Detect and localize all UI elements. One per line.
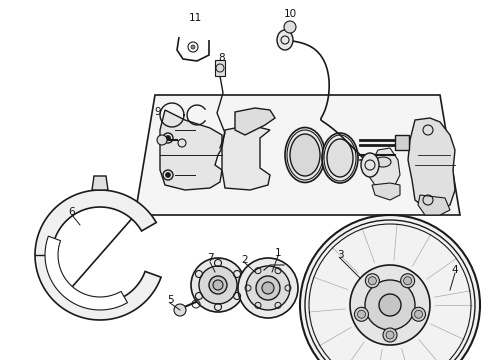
Circle shape (415, 310, 422, 318)
Ellipse shape (322, 133, 358, 183)
Ellipse shape (213, 280, 223, 290)
Ellipse shape (379, 294, 401, 316)
Text: 6: 6 (69, 207, 75, 217)
Circle shape (401, 274, 415, 288)
Circle shape (174, 304, 186, 316)
Text: 2: 2 (242, 255, 248, 265)
Text: 10: 10 (283, 9, 296, 19)
Circle shape (166, 135, 171, 140)
Polygon shape (368, 148, 400, 190)
Circle shape (157, 135, 167, 145)
Circle shape (191, 45, 195, 49)
Ellipse shape (365, 280, 415, 330)
Polygon shape (135, 95, 460, 215)
Text: 3: 3 (337, 250, 343, 260)
Circle shape (166, 172, 171, 177)
Ellipse shape (209, 276, 227, 294)
Polygon shape (45, 236, 127, 310)
Text: 9: 9 (155, 107, 161, 117)
Polygon shape (235, 108, 275, 135)
Ellipse shape (350, 265, 430, 345)
Circle shape (354, 307, 368, 321)
Polygon shape (408, 118, 455, 210)
Text: 8: 8 (219, 53, 225, 63)
Circle shape (386, 331, 394, 339)
Ellipse shape (238, 258, 298, 318)
Circle shape (358, 310, 366, 318)
Text: 1: 1 (275, 248, 281, 258)
Ellipse shape (300, 215, 480, 360)
Circle shape (383, 328, 397, 342)
Text: 4: 4 (452, 265, 458, 275)
Ellipse shape (256, 276, 280, 300)
Ellipse shape (277, 30, 293, 50)
Polygon shape (35, 190, 161, 320)
Ellipse shape (361, 153, 379, 177)
Bar (215, 60, 225, 76)
Text: 7: 7 (207, 253, 213, 263)
Bar (395, 135, 409, 150)
Ellipse shape (262, 282, 274, 294)
Polygon shape (92, 176, 108, 190)
Ellipse shape (375, 157, 391, 167)
Text: 11: 11 (188, 13, 201, 23)
Ellipse shape (246, 266, 290, 310)
Polygon shape (160, 110, 222, 190)
Ellipse shape (199, 266, 237, 304)
Text: 5: 5 (167, 295, 173, 305)
Polygon shape (372, 183, 400, 200)
Circle shape (404, 277, 412, 285)
Circle shape (412, 307, 425, 321)
Ellipse shape (191, 258, 245, 312)
Ellipse shape (285, 127, 325, 183)
Circle shape (284, 21, 296, 33)
Polygon shape (222, 125, 270, 190)
Polygon shape (418, 195, 450, 215)
Circle shape (366, 274, 379, 288)
Circle shape (368, 277, 376, 285)
Ellipse shape (290, 134, 320, 176)
Ellipse shape (327, 139, 353, 177)
